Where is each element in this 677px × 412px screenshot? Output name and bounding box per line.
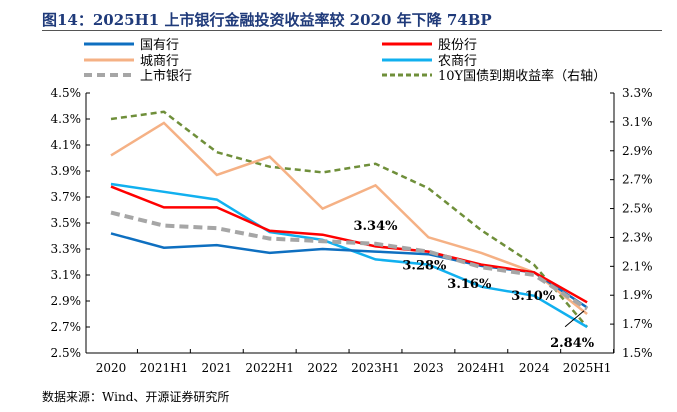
- data-label: 3.16%: [447, 277, 492, 292]
- right-tick-label: 3.1%: [622, 115, 653, 129]
- x-tick-label: 2023: [413, 361, 444, 375]
- series-line-2: [110, 121, 588, 315]
- title-divider: [42, 30, 662, 31]
- left-tick-label: 3.3%: [51, 242, 82, 256]
- left-tick-label: 4.3%: [51, 112, 82, 126]
- data-label: 3.34%: [353, 219, 398, 234]
- left-tick-label: 3.5%: [51, 216, 82, 230]
- chart-title: 图14：2025H1 上市银行金融投资收益率较 2020 年下降 74BP: [42, 11, 492, 29]
- x-tick-label: 2020: [96, 361, 127, 375]
- x-tick-label: 2021: [202, 361, 233, 375]
- left-tick-label: 3.9%: [51, 164, 82, 178]
- right-tick-label: 2.3%: [622, 230, 653, 244]
- right-tick-label: 2.1%: [622, 259, 653, 273]
- series-line-4: [110, 210, 589, 311]
- right-tick-label: 2.5%: [622, 202, 653, 216]
- legend-label: 城商行: [140, 54, 179, 69]
- legend-label: 国有行: [140, 38, 179, 53]
- right-tick-label: 2.9%: [622, 144, 653, 158]
- right-tick-label: 1.7%: [622, 317, 653, 331]
- x-tick-label: 2021H1: [140, 361, 189, 375]
- data-label: 3.28%: [402, 259, 447, 274]
- x-tick-label: 2024: [519, 361, 550, 375]
- x-tick-label: 2023H1: [351, 361, 400, 375]
- left-tick-label: 4.5%: [51, 86, 82, 100]
- data-label: 2.84%: [550, 336, 595, 351]
- x-tick-label: 2022: [307, 361, 338, 375]
- source-note: 数据来源：Wind、开源证券研究所: [42, 390, 230, 404]
- legend-label: 上市银行: [140, 68, 192, 84]
- left-tick-label: 3.1%: [51, 268, 82, 282]
- series-line-5: [110, 110, 589, 328]
- x-tick-label: 2025H1: [563, 361, 612, 375]
- left-tick-label: 3.7%: [51, 190, 82, 204]
- right-tick-label: 2.7%: [622, 173, 653, 187]
- data-label: 3.10%: [511, 289, 556, 304]
- left-tick-label: 2.9%: [51, 294, 82, 308]
- left-tick-label: 4.1%: [51, 138, 82, 152]
- legend-label: 股份行: [438, 38, 477, 53]
- right-tick-label: 1.9%: [622, 288, 653, 302]
- annotation-leader: [564, 310, 585, 328]
- left-tick-label: 2.5%: [51, 346, 82, 360]
- right-tick-label: 1.5%: [622, 346, 653, 360]
- left-tick-label: 2.7%: [51, 320, 82, 334]
- legend-label: 10Y国债到期收益率（右轴）: [438, 68, 606, 84]
- right-tick-label: 3.3%: [622, 86, 653, 100]
- legend-label: 农商行: [438, 54, 477, 69]
- x-tick-label: 2022H1: [245, 361, 294, 375]
- x-tick-label: 2024H1: [457, 361, 506, 375]
- series-line-3: [110, 182, 588, 329]
